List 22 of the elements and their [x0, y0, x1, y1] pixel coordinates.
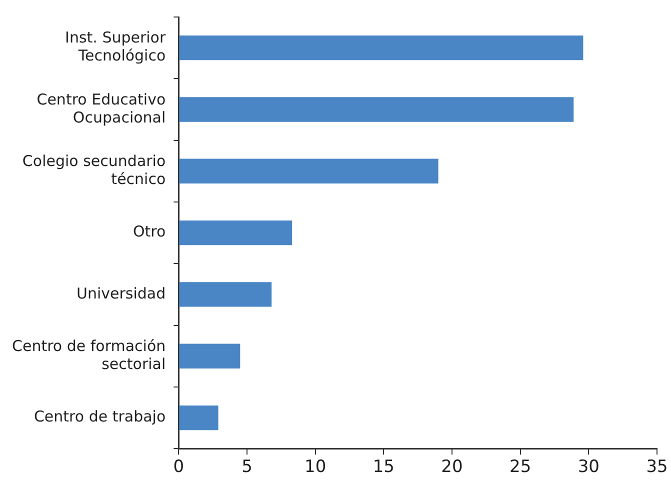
bar	[179, 344, 240, 368]
bar	[179, 282, 272, 307]
x-tick-label: 15	[372, 457, 394, 478]
x-tick-label: 35	[646, 457, 668, 478]
y-tick-label: Centro Educativo Ocupacional	[36, 90, 166, 126]
bar	[179, 405, 218, 430]
bar	[179, 97, 574, 122]
bar	[179, 35, 584, 60]
y-tick-label: Centro de formación sectorial	[12, 337, 166, 374]
y-tick-label: Otro	[132, 222, 166, 241]
x-tick-label: 5	[242, 457, 252, 478]
y-tick-label: Colegio secundario técnico	[22, 152, 166, 188]
y-tick-label: Centro de trabajo	[34, 408, 166, 426]
x-tick-label: 25	[510, 457, 532, 478]
bar	[179, 220, 292, 246]
y-tick-label: Inst. Superior Tecnológico	[65, 28, 166, 65]
bar	[179, 158, 438, 184]
x-tick-label: 30	[578, 457, 600, 478]
x-tick-label: 0	[173, 457, 184, 478]
y-tick-label: Universidad	[76, 284, 166, 302]
x-tick-label: 20	[441, 457, 463, 478]
x-tick-label: 10	[304, 457, 326, 478]
